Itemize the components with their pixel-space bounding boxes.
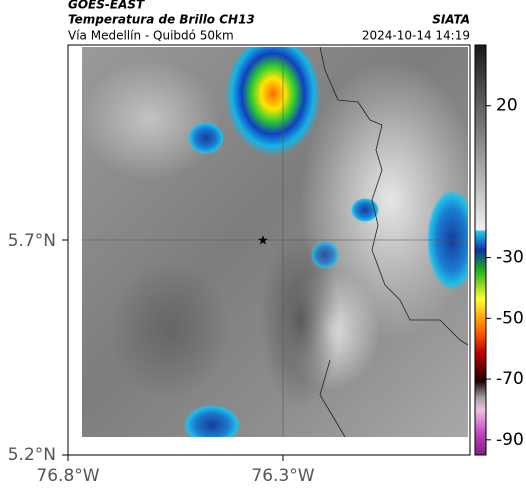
- colorbar-tick-label: 20: [496, 96, 518, 116]
- timestamp: 2024-10-14 14:19: [362, 29, 470, 43]
- region: Vía Medellín - Quibdó 50km: [68, 29, 234, 43]
- colorbar-tick-label: -50: [496, 308, 524, 328]
- lon-label: 76.8°W: [36, 466, 99, 486]
- svg-text:★: ★: [257, 234, 269, 249]
- colorbar-tick-label: -90: [496, 430, 524, 450]
- lat-label: 5.7°N: [8, 231, 56, 251]
- source: SIATA: [432, 13, 470, 27]
- lat-label: 5.2°N: [8, 445, 56, 465]
- map-image: ★: [82, 47, 468, 437]
- colorbar-ticks: 20 -30 -50 -70 -90: [486, 96, 524, 450]
- colorbar-tick-label: -30: [496, 248, 524, 268]
- lon-label: 76.3°W: [251, 466, 314, 486]
- satellite: GOES-EAST: [68, 0, 145, 12]
- colorbar: [474, 44, 487, 456]
- colorbar-tick-label: -70: [496, 369, 524, 389]
- product: Temperatura de Brillo CH13: [68, 13, 255, 27]
